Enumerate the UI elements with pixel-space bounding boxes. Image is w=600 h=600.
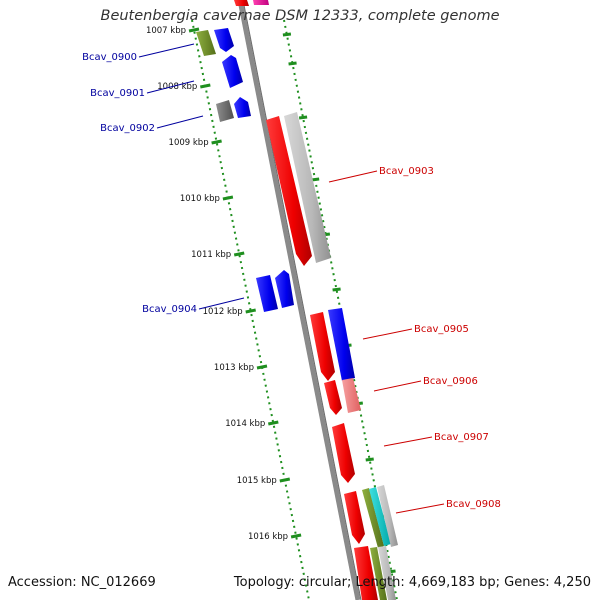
- gene-label-bcav_0906[interactable]: Bcav_0906: [423, 376, 478, 387]
- genome-backbone: [237, 0, 361, 600]
- feature-bcav-0904-a[interactable]: [256, 275, 278, 312]
- scale-tick: [290, 533, 302, 539]
- feature-reverse-top: [234, 0, 249, 6]
- feature-magenta-top: [253, 0, 269, 5]
- scale-label: 1015 kbp: [237, 476, 277, 486]
- feature-bcav-0905[interactable]: [310, 312, 335, 381]
- scale-label: 1008 kbp: [157, 82, 197, 92]
- gene-label-bcav_0903[interactable]: Bcav_0903: [379, 166, 434, 177]
- scale-label: 1016 kbp: [248, 532, 288, 542]
- feature-gray-0908: [377, 485, 398, 547]
- gene-label-bcav_0904[interactable]: Bcav_0904: [142, 304, 197, 315]
- feature-bcav-0900[interactable]: [214, 28, 234, 52]
- feature-cyan-0908: [369, 487, 391, 546]
- feature-blue-0905[interactable]: [328, 308, 355, 381]
- scale-tick: [233, 251, 245, 257]
- scale-label: 1011 kbp: [191, 250, 231, 260]
- leader-line-bcav_0907: [383, 436, 433, 447]
- scale-label: 1010 kbp: [180, 194, 220, 204]
- leader-line-bcav_0900: [138, 43, 195, 58]
- feature-olive-0900: [196, 30, 216, 56]
- page-title: Beutenbergia cavernae DSM 12333, complet…: [100, 8, 500, 24]
- feature-dark-gray-0902: [216, 100, 234, 122]
- scale-label: 1007 kbp: [146, 26, 186, 36]
- leader-line-bcav_0902: [156, 115, 204, 129]
- feature-bcav-0904-b[interactable]: [275, 270, 294, 308]
- genome-backbone-shadow: [242, 0, 362, 600]
- scale-tick: [245, 308, 256, 314]
- feature-bcav-0907[interactable]: [332, 423, 355, 483]
- scale-labels: 1007 kbp 1008 kbp 1009 kbp 1010 kbp 1011 kbp…: [146, 26, 288, 542]
- gene-label-bcav_0901[interactable]: Bcav_0901: [90, 88, 145, 99]
- outer-tick: [288, 61, 297, 66]
- feature-pink-0906: [342, 378, 361, 413]
- scale-tick: [256, 364, 268, 370]
- outer-tick: [282, 32, 292, 37]
- scale-tick: [268, 420, 279, 426]
- gene-label-bcav_0908[interactable]: Bcav_0908: [446, 499, 501, 510]
- gene-labels: Bcav_0900 Bcav_0901 Bcav_0902 Bcav_0904 Bcav…: [82, 52, 501, 510]
- feature-reverse-bottom: [354, 546, 378, 600]
- gene-label-bcav_0900[interactable]: Bcav_0900: [82, 52, 137, 63]
- scale-tick: [222, 195, 234, 201]
- feature-gray-bottom: [378, 546, 396, 600]
- feature-bcav-0902[interactable]: [234, 97, 251, 118]
- scale-tick: [188, 27, 200, 33]
- gene-label-bcav_0907[interactable]: Bcav_0907: [434, 432, 489, 443]
- leader-line-bcav_0905: [362, 328, 413, 340]
- leader-line-bcav_0901: [146, 80, 195, 94]
- scale-label: 1014 kbp: [225, 419, 265, 429]
- feature-bcav-0908[interactable]: [344, 491, 365, 544]
- scale-label: 1013 kbp: [214, 363, 254, 373]
- gene-label-bcav_0902[interactable]: Bcav_0902: [100, 123, 155, 134]
- scale-tick: [211, 139, 222, 145]
- leader-line-bcav_0904: [198, 297, 245, 310]
- scale-ticks: [188, 27, 302, 539]
- outer-tick: [298, 115, 308, 120]
- outer-tick: [365, 457, 374, 462]
- feature-olive-0908: [362, 488, 384, 548]
- feature-bcav-0903[interactable]: [266, 116, 312, 266]
- scale-tick: [200, 83, 211, 89]
- feature-bcav-0906[interactable]: [324, 380, 342, 415]
- feature-olive-bottom: [370, 547, 387, 600]
- scale-label: 1012 kbp: [203, 307, 243, 317]
- outer-tick: [332, 287, 341, 292]
- leader-line-bcav_0908: [395, 503, 445, 514]
- genome-summary: Topology: circular; Length: 4,669,183 bp…: [233, 575, 591, 590]
- feature-bcav-0901[interactable]: [222, 55, 243, 88]
- accession-label: Accession: NC_012669: [8, 575, 156, 590]
- leader-line-bcav_0906: [373, 380, 422, 392]
- feature-gray-0903: [284, 112, 331, 263]
- label-leaders: [138, 43, 445, 514]
- scale-label: 1009 kbp: [169, 138, 209, 148]
- gene-label-bcav_0905[interactable]: Bcav_0905: [414, 324, 469, 335]
- leader-line-bcav_0903: [328, 170, 378, 183]
- scale-tick: [279, 477, 291, 483]
